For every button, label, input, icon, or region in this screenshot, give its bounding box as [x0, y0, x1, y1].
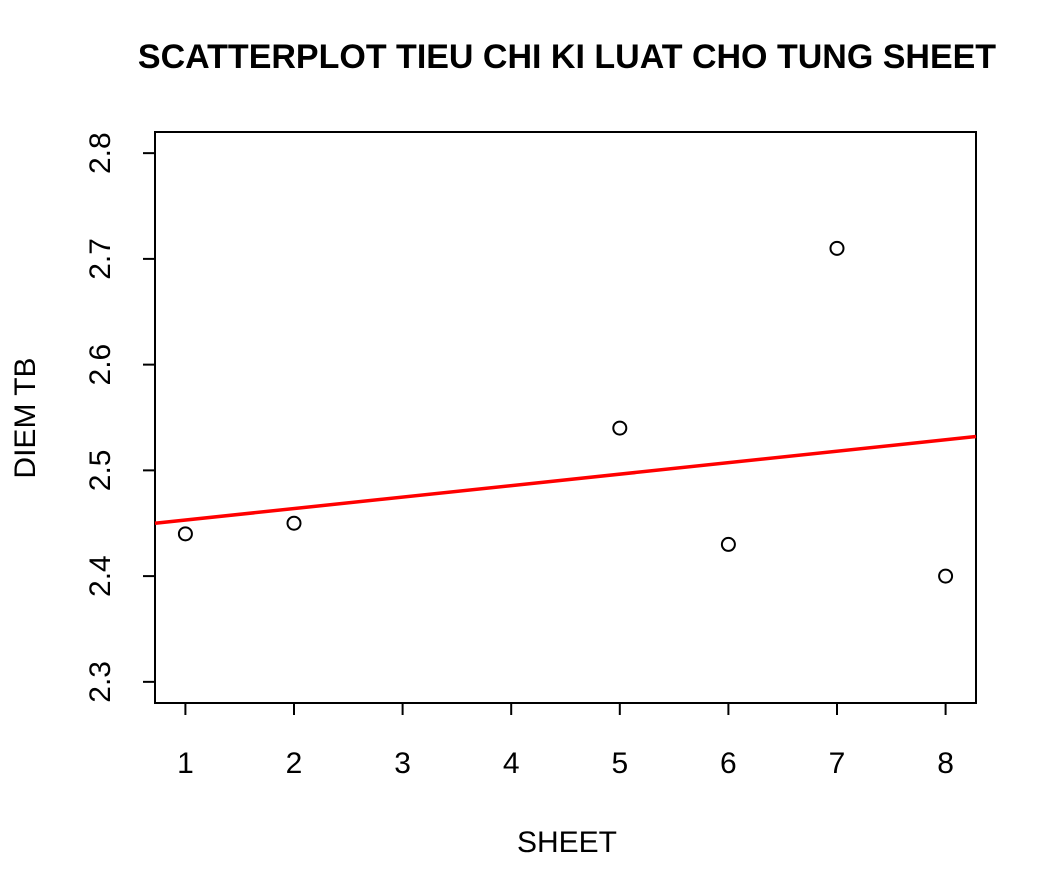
x-tick-label: 1	[177, 747, 194, 780]
x-tick-label: 7	[829, 747, 846, 780]
plot-frame	[154, 131, 977, 704]
y-tick-label: 2.7	[84, 238, 117, 280]
x-axis-label: SHEET	[517, 826, 617, 859]
data-point	[286, 515, 302, 531]
data-point	[938, 568, 954, 584]
y-axis-label: DIEM TB	[9, 357, 42, 478]
y-tick-label: 2.3	[84, 661, 117, 703]
data-point	[612, 420, 628, 436]
x-tick-label: 5	[611, 747, 628, 780]
points-layer	[177, 240, 954, 584]
regression-line-layer	[154, 434, 977, 525]
y-tick-label: 2.8	[84, 132, 117, 174]
y-tick-label: 2.4	[84, 555, 117, 597]
data-point	[829, 240, 845, 256]
data-point	[177, 526, 193, 542]
x-tick-label: 2	[286, 747, 303, 780]
regression-line	[154, 434, 977, 525]
y-tick-label: 2.6	[84, 344, 117, 386]
chart-title: SCATTERPLOT TIEU CHI KI LUAT CHO TUNG SH…	[138, 38, 996, 76]
x-axis: 1 2 3 4 5 6 7 8	[177, 702, 954, 780]
data-point	[720, 536, 736, 552]
y-axis: 2.3 2.4 2.5 2.6 2.7 2.8	[84, 132, 156, 703]
x-tick-label: 3	[394, 747, 411, 780]
x-tick-label: 8	[937, 747, 954, 780]
y-tick-label: 2.5	[84, 450, 117, 492]
x-tick-label: 6	[720, 747, 737, 780]
x-tick-label: 4	[503, 747, 520, 780]
